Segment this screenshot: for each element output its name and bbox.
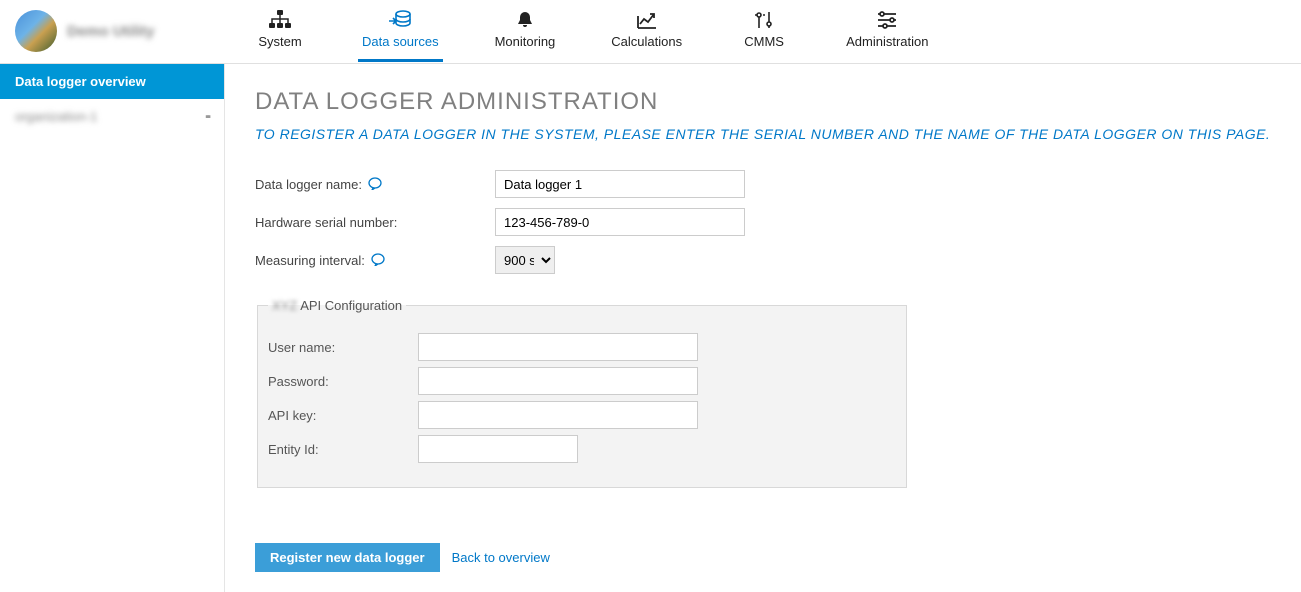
nav-label: Administration [846,34,928,49]
row-serial: Hardware serial number: [255,208,1271,236]
drag-handle-icon: ▪▪ [205,111,209,123]
sidebar-item-label: Data logger overview [15,74,146,89]
nav-monitoring[interactable]: Monitoring [491,0,560,62]
label-apikey: API key: [268,408,418,423]
avatar [15,10,57,52]
nav-data-sources[interactable]: Data sources [358,0,443,62]
nav-label: System [258,34,301,49]
row-interval: Measuring interval: 900 s [255,246,1271,274]
brand: Demo Utility [0,0,240,62]
input-apikey[interactable] [418,401,698,429]
database-arrow-icon [389,8,411,32]
page-subtitle: TO REGISTER A DATA LOGGER IN THE SYSTEM,… [255,126,1271,142]
input-username[interactable] [418,333,698,361]
label-password: Password: [268,374,418,389]
help-icon[interactable] [371,252,385,269]
row-logger-name: Data logger name: [255,170,1271,198]
bell-icon [515,8,535,32]
nav-cmms[interactable]: CMMS [734,0,794,62]
label-logger-name: Data logger name: [255,176,495,193]
input-password[interactable] [418,367,698,395]
content: DATA LOGGER ADMINISTRATION TO REGISTER A… [225,64,1301,592]
page-title: DATA LOGGER ADMINISTRATION [255,88,1271,116]
nav-label: Calculations [611,34,682,49]
nav-administration[interactable]: Administration [842,0,932,62]
tools-icon [753,8,775,32]
actions: Register new data logger Back to overvie… [255,543,1271,572]
chart-up-icon [636,8,658,32]
nav-system[interactable]: System [250,0,310,62]
sidebar-item-overview[interactable]: Data logger overview [0,64,224,99]
main-nav: System Data sources Monitoring Calculati… [240,0,933,62]
nav-label: Monitoring [495,34,556,49]
label-entity: Entity Id: [268,442,418,457]
brand-name: Demo Utility [67,23,155,40]
sidebar-item-org[interactable]: organization-1 ▪▪ [0,99,224,134]
label-username: User name: [268,340,418,355]
back-link[interactable]: Back to overview [452,550,550,565]
input-serial[interactable] [495,208,745,236]
label-interval: Measuring interval: [255,252,495,269]
register-button[interactable]: Register new data logger [255,543,440,572]
sidebar-item-label: organization-1 [15,109,97,124]
nav-calculations[interactable]: Calculations [607,0,686,62]
sidebar: Data logger overview organization-1 ▪▪ [0,64,225,592]
topbar: Demo Utility System Data sources Monitor… [0,0,1301,64]
layout: Data logger overview organization-1 ▪▪ D… [0,64,1301,592]
sliders-icon [876,8,898,32]
row-entity: Entity Id: [268,435,906,463]
select-interval[interactable]: 900 s [495,246,555,274]
help-icon[interactable] [368,176,382,193]
nav-label: CMMS [744,34,784,49]
label-serial: Hardware serial number: [255,215,495,230]
api-config-fieldset: XYZ API Configuration User name: Passwor… [257,298,907,488]
input-entity[interactable] [418,435,578,463]
nav-label: Data sources [362,34,439,49]
row-password: Password: [268,367,906,395]
hierarchy-icon [269,8,291,32]
row-apikey: API key: [268,401,906,429]
input-logger-name[interactable] [495,170,745,198]
row-username: User name: [268,333,906,361]
api-legend: XYZ API Configuration [268,298,406,313]
